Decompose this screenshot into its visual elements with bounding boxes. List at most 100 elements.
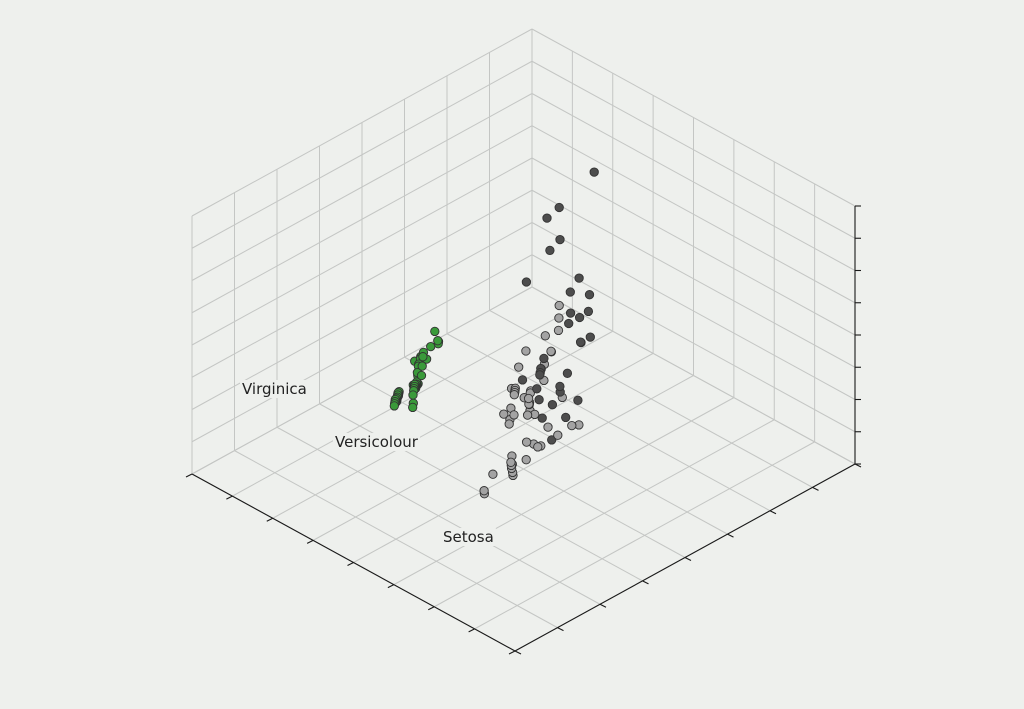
setosa-point: [389, 401, 399, 411]
virginica-point: [565, 287, 575, 297]
setosa-point: [416, 370, 427, 381]
virginica-point: [537, 413, 547, 423]
virginica-point: [535, 370, 545, 380]
virginica-point: [554, 202, 564, 213]
versicolour-point: [533, 442, 543, 452]
versicolour-point: [522, 410, 533, 420]
virginica-point: [584, 290, 595, 300]
virginica-point: [555, 381, 565, 392]
x-axis-tick: [599, 603, 607, 608]
grid-line: [393, 397, 735, 586]
x-axis-tick: [642, 580, 649, 585]
virginica-point: [589, 167, 599, 177]
y-axis-tick: [306, 539, 314, 544]
y-axis-tick: [508, 650, 516, 655]
versicolour-point: [554, 313, 564, 323]
y-axis-tick: [185, 473, 193, 478]
annotation-virginica: Virginica: [242, 380, 307, 398]
versicolour-point: [553, 325, 564, 336]
axes-lines: [191, 206, 856, 652]
versicolour-point: [488, 469, 498, 479]
setosa-point: [417, 361, 427, 371]
virginica-point: [517, 375, 528, 385]
grid-line: [191, 93, 533, 281]
data-points: [389, 167, 599, 499]
grid-line: [531, 125, 856, 304]
y-axis-tick: [428, 606, 435, 611]
y-axis-tick: [266, 517, 273, 522]
x-axis-tick: [684, 557, 692, 561]
cluster-labels: Virginica Versicolour Setosa: [240, 380, 496, 546]
versicolour-point: [499, 409, 509, 419]
grid-line: [191, 28, 533, 217]
grid-line: [353, 375, 694, 563]
grid-line: [531, 93, 856, 271]
virginica-point: [575, 337, 586, 347]
y-axis-tick: [347, 562, 354, 566]
virginica-point: [574, 312, 585, 323]
setosa-point: [418, 352, 428, 362]
virginica-point: [545, 245, 555, 256]
virginica-point: [583, 306, 594, 317]
label-background: [240, 380, 309, 398]
grid-line: [234, 450, 558, 629]
virginica-point: [547, 400, 558, 410]
x-axis-tick: [514, 650, 522, 655]
virginica-point: [562, 368, 573, 378]
versicolour-point: [554, 300, 564, 311]
virginica-point: [574, 273, 584, 283]
setosa-point: [408, 402, 418, 413]
annotation-versicolour: Versicolour: [335, 433, 419, 451]
versicolour-point: [479, 486, 489, 496]
label-background: [441, 528, 496, 546]
setosa-point: [433, 336, 443, 346]
setosa-point: [408, 390, 418, 400]
x-axis-tick: [812, 486, 819, 491]
x-axis-tick: [557, 627, 564, 632]
virginica-point: [539, 353, 549, 364]
versicolour-point: [521, 346, 531, 356]
axis-ticks: [185, 205, 862, 655]
virginica-point: [521, 277, 532, 287]
annotation-setosa: Setosa: [443, 528, 494, 546]
virginica-point: [565, 308, 576, 318]
virginica-point: [564, 318, 574, 329]
versicolour-point: [514, 362, 524, 372]
versicolour-point: [509, 390, 519, 400]
virginica-point: [555, 234, 565, 245]
x-axis-tick: [769, 510, 777, 515]
setosa-point: [430, 326, 440, 337]
grid-line: [191, 60, 533, 249]
versicolour-point: [521, 437, 532, 447]
virginica-point: [542, 213, 552, 223]
axes-panes: [191, 28, 856, 652]
grid-line: [531, 157, 856, 336]
versicolour-point: [546, 346, 556, 356]
versicolour-point: [521, 455, 531, 465]
virginica-point: [532, 384, 542, 394]
grid-line: [191, 125, 533, 314]
virginica-point: [534, 395, 544, 405]
y-axis-tick: [468, 628, 475, 633]
versicolour-point: [553, 430, 563, 440]
versicolour-point: [504, 419, 514, 429]
grid-line: [474, 441, 815, 630]
label-background: [333, 433, 420, 451]
grid-line: [276, 426, 601, 605]
y-axis-tick: [226, 495, 233, 500]
versicolour-point: [543, 422, 553, 432]
x-axis-tick: [727, 533, 734, 538]
setosa-point: [426, 341, 436, 352]
virginica-point: [585, 332, 595, 342]
virginica-point: [547, 435, 557, 445]
grid-line: [191, 157, 533, 346]
grid-line: [531, 28, 856, 207]
grid-line: [531, 60, 856, 239]
versicolour-point: [506, 457, 516, 467]
versicolour-point: [523, 393, 534, 404]
virginica-point: [573, 395, 583, 405]
versicolour-point: [567, 420, 577, 431]
versicolour-point: [509, 410, 519, 420]
